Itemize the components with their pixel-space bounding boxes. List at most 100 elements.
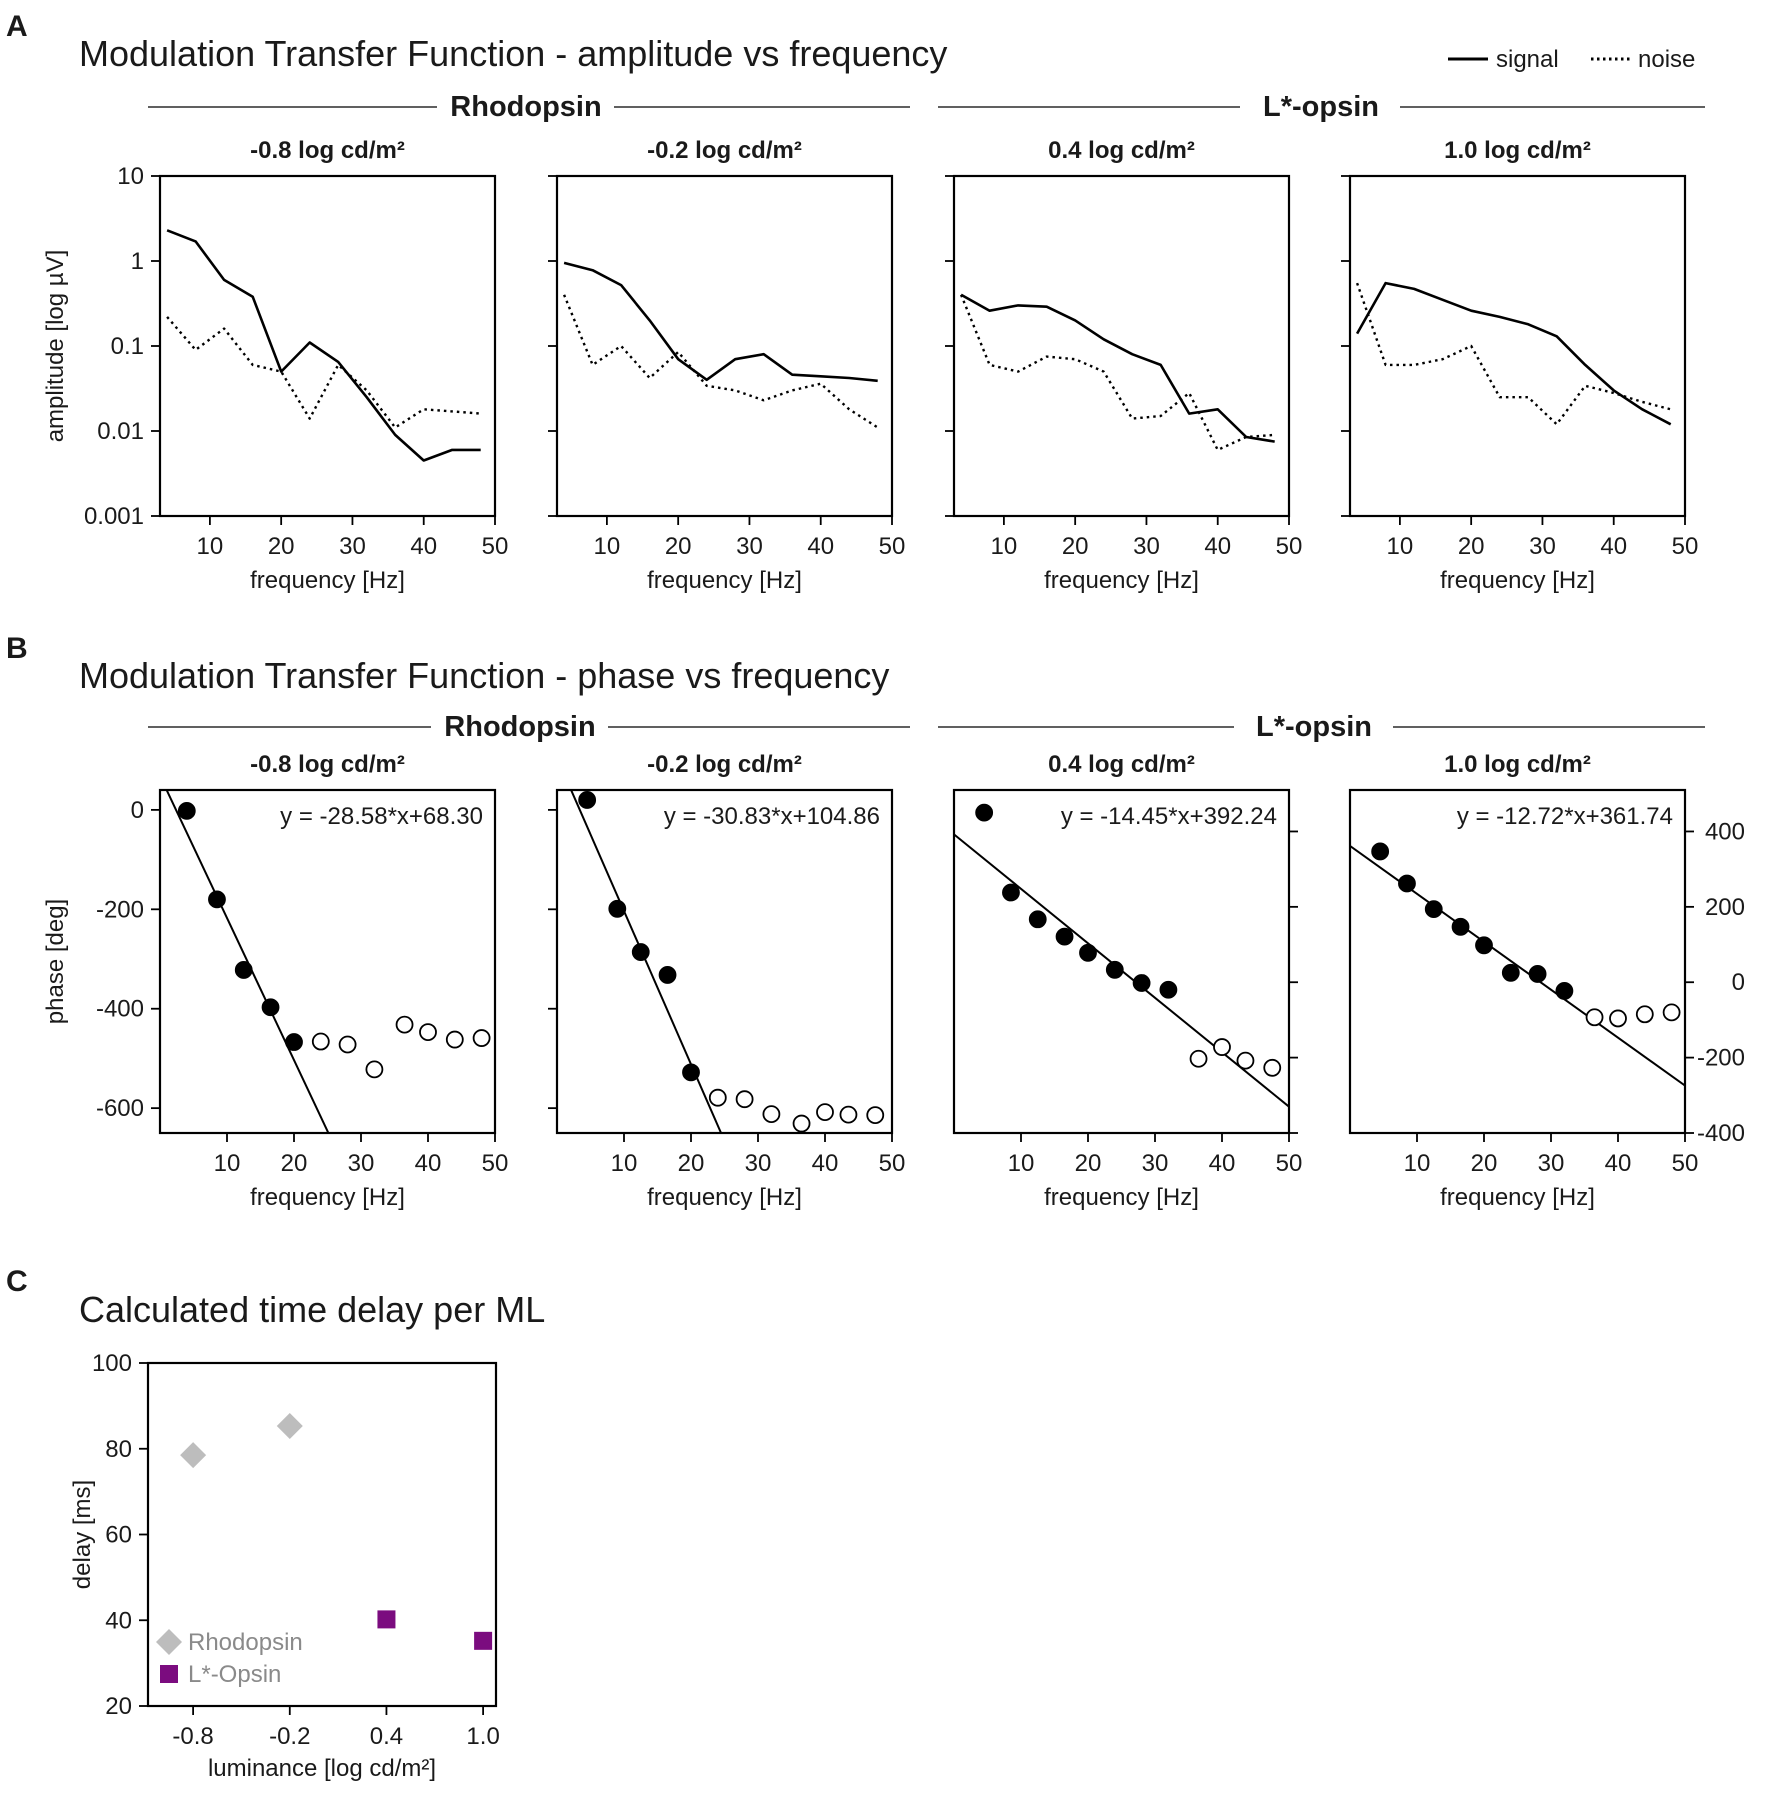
- x-tick-label: 50: [1672, 1150, 1699, 1177]
- excluded-point: [1189, 1049, 1208, 1068]
- x-axis-label: frequency [Hz]: [1044, 1184, 1199, 1211]
- x-tick-label: 30: [1133, 533, 1160, 560]
- amplitude-subplot-title: 0.4 log cd/m²: [1048, 137, 1195, 164]
- x-tick-label: 50: [482, 1150, 509, 1177]
- panel-a-group-headers: Rhodopsin L*-opsin: [148, 91, 1705, 123]
- x-tick-label: 50: [1276, 533, 1303, 560]
- y-tick-label: 0.001: [84, 503, 144, 530]
- lopsin-square: [377, 1610, 396, 1629]
- phase-subplots: -0.8 log cd/m² 10 20 30 40 50 frequency [Hz] 0 -…: [42, 751, 1745, 1211]
- excluded-point: [735, 1090, 754, 1109]
- plot-frame: [158, 788, 497, 1135]
- excluded-point: [839, 1105, 858, 1124]
- fit-equation: y = -30.83*x+104.86: [664, 803, 880, 830]
- x-tick-label: 20: [665, 533, 692, 560]
- fitted-point: [1451, 917, 1470, 936]
- fitted-point: [658, 966, 677, 984]
- x-tick-label: 40: [410, 533, 437, 560]
- fitted-point: [1055, 927, 1074, 946]
- x-tick-label: 50: [1672, 533, 1699, 560]
- panel-letter-a: A: [6, 10, 28, 43]
- x-tick-label: 10: [214, 1150, 241, 1177]
- panel-letter-b: B: [6, 632, 28, 665]
- x-tick-label: 20: [1062, 533, 1089, 560]
- x-tick-label: 30: [339, 533, 366, 560]
- x-tick-label: 10: [991, 533, 1018, 560]
- x-tick-label: 10: [1404, 1150, 1431, 1177]
- plot-frame: [555, 788, 894, 1135]
- x-tick-label: 30: [745, 1150, 772, 1177]
- fitted-point: [1424, 900, 1443, 919]
- delay-subplot: -0.8 -0.2 0.4 1.0 20 40 60 80 100 luminance [log …: [69, 1350, 500, 1782]
- fitted-point: [1398, 874, 1416, 893]
- y-tick-label: 100: [92, 1350, 132, 1377]
- rhodopsin-group-label-a: Rhodopsin: [450, 91, 601, 123]
- fitted-point: [578, 791, 597, 809]
- fitted-point: [975, 803, 994, 822]
- x-axis-label: frequency [Hz]: [647, 567, 802, 594]
- rhodopsin-diamond: [276, 1413, 303, 1440]
- series-signal-line: [563, 261, 878, 383]
- x-tick-label: 20: [268, 533, 295, 560]
- x-tick-label: -0.8: [172, 1723, 213, 1750]
- x-axis-label: frequency [Hz]: [250, 1184, 405, 1211]
- amplitude-subplots: -0.8 log cd/m² 10 20 30 40 50 0.001 0.01 0.1 1 10 f…: [42, 137, 1698, 594]
- fitted-point: [1555, 982, 1574, 1000]
- phase-subplot-title: -0.2 log cd/m²: [647, 751, 802, 778]
- amplitude-legend: signal noise: [1448, 46, 1695, 73]
- series-noise-line: [959, 294, 1275, 452]
- x-tick-label: 50: [879, 1150, 906, 1177]
- fitted-point: [177, 801, 196, 820]
- amplitude-subplot-0: -0.8 log cd/m² 10 20 30 40 50 0.001 0.01 0.1 1 10 f…: [84, 137, 508, 594]
- series-noise-line: [166, 316, 481, 429]
- y-tick-label: 0: [131, 797, 144, 824]
- excluded-point: [311, 1032, 330, 1051]
- excluded-point: [1635, 1005, 1654, 1024]
- excluded-point: [365, 1060, 384, 1079]
- x-tick-label: 20: [1075, 1150, 1102, 1177]
- y-tick-label-right: 200: [1705, 894, 1745, 921]
- y-tick-label: -200: [96, 896, 144, 923]
- legend-noise-label: noise: [1638, 46, 1695, 73]
- phase-subplot-title: 1.0 log cd/m²: [1444, 751, 1591, 778]
- y-tick-label: 60: [105, 1522, 132, 1549]
- excluded-point: [1662, 1003, 1681, 1022]
- excluded-point: [1263, 1058, 1282, 1077]
- series-signal-line: [1355, 281, 1672, 426]
- amplitude-subplot-title: -0.2 log cd/m²: [647, 137, 802, 164]
- x-tick-label: 40: [807, 533, 834, 560]
- x-tick-label: 30: [348, 1150, 375, 1177]
- amplitude-subplot-3: 1.0 log cd/m² 10 20 30 40 50 frequency [Hz]: [1341, 137, 1698, 594]
- x-axis-label: frequency [Hz]: [1044, 567, 1199, 594]
- fitted-point: [608, 899, 627, 918]
- x-tick-label: 40: [415, 1150, 442, 1177]
- excluded-point: [1609, 1009, 1627, 1028]
- fitted-point: [261, 998, 280, 1017]
- y-tick-label: 40: [105, 1607, 132, 1634]
- plot-frame: [1348, 174, 1687, 518]
- phase-subplot-2: 0.4 log cd/m² 10 20 30 40 50 frequency [Hz] y =…: [952, 751, 1302, 1211]
- y-tick-label-right: -200: [1697, 1045, 1745, 1072]
- lopsin-group-label-a: L*-opsin: [1263, 91, 1379, 123]
- legend-label: L*-Opsin: [188, 1661, 281, 1688]
- excluded-point: [1213, 1038, 1231, 1056]
- phase-subplot-0: -0.8 log cd/m² 10 20 30 40 50 frequency [Hz] 0 -…: [96, 751, 509, 1211]
- lopsin-square: [474, 1631, 493, 1650]
- amplitude-subplot-2: 0.4 log cd/m² 10 20 30 40 50 frequency [Hz]: [945, 137, 1302, 594]
- phase-subplot-3: 1.0 log cd/m² 10 20 30 40 50 frequency [Hz] 400…: [1348, 751, 1745, 1211]
- fitted-point: [234, 961, 253, 979]
- plot-frame: [952, 788, 1291, 1135]
- y-tick-label-right: 0: [1732, 969, 1745, 996]
- rhodopsin-diamond: [180, 1442, 207, 1469]
- x-tick-label: 20: [1471, 1150, 1498, 1177]
- x-axis-label: frequency [Hz]: [647, 1184, 802, 1211]
- x-tick-label: 0.4: [370, 1723, 403, 1750]
- plot-frame: [1348, 788, 1687, 1135]
- excluded-point: [472, 1029, 491, 1047]
- series-signal-line: [166, 229, 481, 462]
- fitted-point: [1002, 883, 1020, 902]
- y-tick-label: -600: [96, 1095, 144, 1122]
- amplitude-subplot-title: -0.8 log cd/m²: [250, 137, 405, 164]
- fitted-point: [1105, 960, 1124, 979]
